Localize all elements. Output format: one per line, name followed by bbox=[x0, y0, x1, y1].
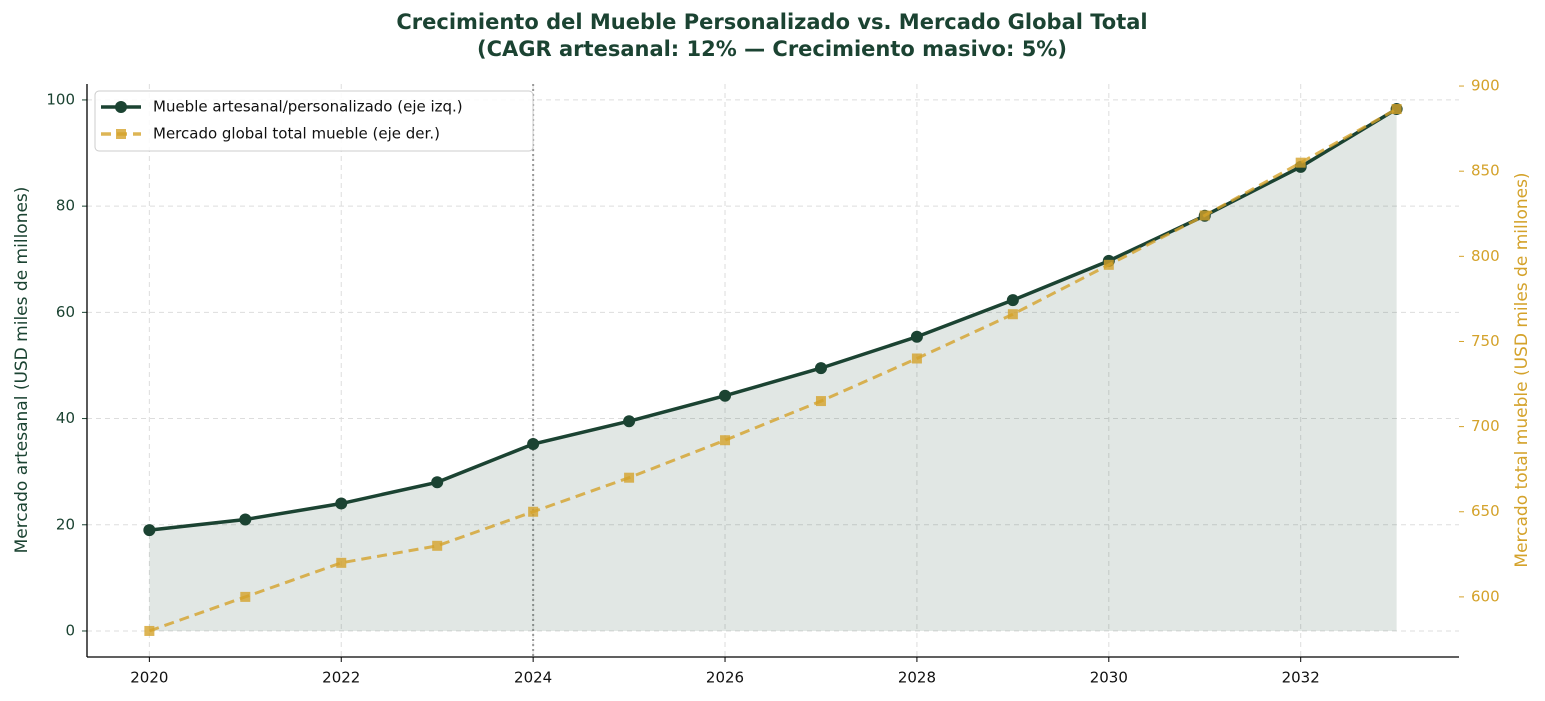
marker bbox=[1295, 157, 1306, 168]
y2-tick-label: 800 bbox=[1471, 247, 1500, 265]
y-tick-label: 20 bbox=[56, 515, 75, 533]
series-line bbox=[148, 107, 1398, 633]
marker bbox=[431, 476, 444, 489]
y-tick-label: 60 bbox=[56, 303, 75, 321]
area bbox=[149, 108, 1397, 631]
marker bbox=[239, 513, 252, 526]
legend-box bbox=[94, 90, 534, 152]
y2-tick-label: 900 bbox=[1471, 77, 1500, 95]
x-tick-label: 2026 bbox=[706, 669, 744, 687]
chart-subtitle: (CAGR artesanal: 12% — Crecimiento masiv… bbox=[477, 37, 1067, 61]
x-tick-label: 2020 bbox=[130, 669, 168, 687]
y2-tick-label: 600 bbox=[1471, 587, 1500, 605]
x-tick-label: 2030 bbox=[1090, 669, 1128, 687]
marker bbox=[1199, 210, 1210, 221]
x-tick-label: 2022 bbox=[322, 669, 360, 687]
marker bbox=[144, 625, 155, 636]
marker bbox=[814, 362, 827, 375]
series-line bbox=[149, 107, 1398, 532]
marker bbox=[432, 540, 443, 551]
legend-marker bbox=[115, 101, 127, 113]
marker bbox=[623, 415, 636, 428]
legend-label: Mercado global total mueble (eje der.) bbox=[153, 125, 440, 143]
marker bbox=[720, 435, 731, 446]
marker bbox=[335, 497, 348, 510]
x-tick-label: 2032 bbox=[1282, 669, 1320, 687]
y-axis-label: Mercado artesanal (USD miles de millones… bbox=[12, 187, 32, 554]
y2-tick-label: 850 bbox=[1471, 162, 1500, 180]
y-tick-label: 40 bbox=[56, 409, 75, 427]
legend-marker bbox=[116, 129, 126, 139]
legend-label: Mueble artesanal/personalizado (eje izq.… bbox=[153, 98, 463, 116]
marker bbox=[910, 330, 923, 343]
y-tick-label: 80 bbox=[56, 197, 75, 215]
marker bbox=[240, 591, 251, 602]
y2-tick-label: 700 bbox=[1471, 417, 1500, 435]
y-tick-label: 0 bbox=[65, 621, 75, 639]
marker bbox=[1103, 259, 1114, 270]
marker bbox=[528, 506, 539, 517]
marker bbox=[1007, 309, 1018, 320]
marker bbox=[719, 389, 732, 402]
legend: Mueble artesanal/personalizado (eje izq.… bbox=[94, 90, 534, 152]
x-tick-label: 2028 bbox=[898, 669, 936, 687]
marker bbox=[527, 438, 540, 451]
y2-tick-label: 750 bbox=[1471, 332, 1500, 350]
marker bbox=[336, 557, 347, 568]
marker bbox=[143, 524, 156, 537]
marker bbox=[911, 353, 922, 364]
y-tick-label: 100 bbox=[46, 90, 75, 108]
marker bbox=[1391, 104, 1402, 115]
marker bbox=[624, 472, 635, 483]
marker bbox=[815, 396, 826, 407]
marker bbox=[1006, 294, 1019, 307]
y2-axis-label: Mercado total mueble (USD miles de millo… bbox=[1512, 172, 1532, 567]
chart-title: Crecimiento del Mueble Personalizado vs.… bbox=[396, 10, 1147, 34]
y2-tick-label: 650 bbox=[1471, 502, 1500, 520]
x-tick-label: 2024 bbox=[514, 669, 552, 687]
